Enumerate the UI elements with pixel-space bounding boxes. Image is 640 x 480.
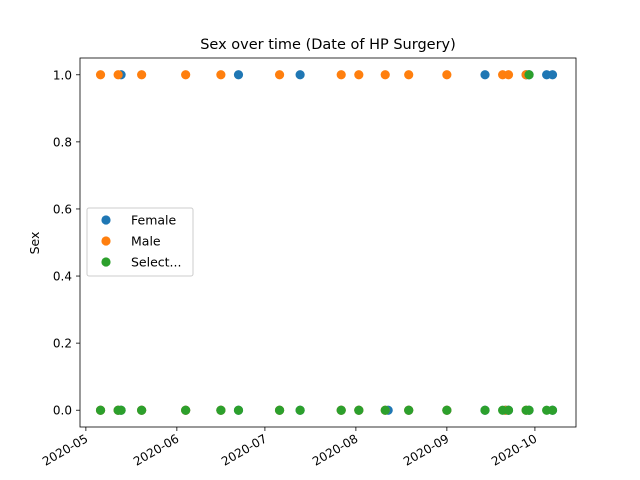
data-point — [233, 405, 244, 415]
data-point — [137, 70, 147, 80]
y-tick-label: 0.6 — [53, 202, 72, 216]
data-point — [274, 70, 285, 80]
data-point — [480, 70, 490, 80]
chart-title: Sex over time (Date of HP Surgery) — [200, 37, 456, 53]
data-point — [380, 70, 390, 80]
y-tick-label: 0.0 — [53, 404, 72, 418]
data-point — [524, 70, 534, 80]
data-point — [95, 405, 106, 415]
legend-label: Male — [131, 234, 161, 249]
data-point — [336, 70, 346, 80]
legend: Female Male Select... — [86, 207, 194, 277]
data-point — [137, 405, 147, 415]
legend-label: Select... — [131, 255, 181, 270]
data-point — [354, 405, 364, 415]
data-point — [547, 70, 558, 80]
legend-label: Female — [131, 213, 177, 228]
data-point — [181, 70, 191, 80]
data-point — [113, 70, 123, 80]
y-tick-label: 0.2 — [53, 337, 72, 351]
y-tick-label: 0.4 — [53, 270, 72, 284]
data-point — [295, 405, 305, 415]
data-point — [95, 70, 106, 80]
data-point — [216, 70, 226, 80]
data-point — [480, 405, 490, 415]
data-point — [404, 70, 414, 80]
data-point — [336, 405, 346, 415]
data-point — [116, 405, 126, 415]
data-point — [524, 405, 534, 415]
data-point — [380, 405, 390, 415]
legend-marker — [101, 215, 111, 225]
series-3 — [95, 70, 558, 415]
plot-frame — [79, 57, 577, 428]
data-point — [503, 405, 514, 415]
data-point — [442, 405, 452, 415]
data-point — [404, 405, 414, 415]
data-point — [354, 70, 364, 80]
y-axis-label: Sex — [27, 232, 42, 255]
data-points — [95, 70, 558, 415]
data-point — [547, 405, 558, 415]
data-point — [503, 70, 514, 80]
y-tick-label: 0.8 — [53, 135, 72, 149]
data-point — [181, 405, 191, 415]
data-point — [295, 70, 305, 80]
data-point — [233, 70, 244, 80]
legend-marker — [101, 236, 111, 246]
data-point — [274, 405, 285, 415]
y-tick-label: 1.0 — [53, 68, 72, 82]
y-axis: 0.0 0.2 0.4 0.6 0.8 1.0 — [53, 68, 80, 418]
data-point — [442, 70, 452, 80]
legend-marker — [101, 257, 111, 267]
data-point — [216, 405, 226, 415]
legend-box — [86, 207, 194, 277]
